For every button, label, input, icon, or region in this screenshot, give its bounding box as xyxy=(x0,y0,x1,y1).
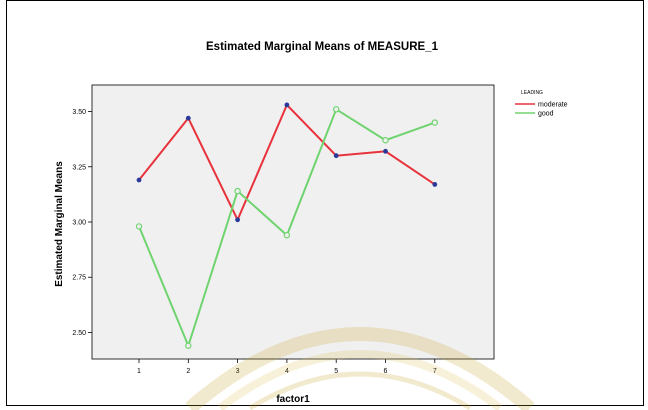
legend-label-good: good xyxy=(538,111,554,118)
x-tick-label: 3 xyxy=(236,368,240,375)
legend: LEADING moderate good xyxy=(515,90,568,118)
data-point-moderate xyxy=(432,182,438,187)
data-point-good xyxy=(234,187,241,195)
legend-title: LEADING xyxy=(521,90,543,96)
y-tick-label: 2.75 xyxy=(72,275,86,282)
data-point-good xyxy=(382,137,389,144)
x-tick-label: 7 xyxy=(433,368,437,375)
x-tick-label: 2 xyxy=(186,368,190,375)
data-point-good xyxy=(185,342,192,349)
data-point-good xyxy=(333,106,340,113)
data-point-good xyxy=(431,119,438,126)
series-layer xyxy=(135,102,438,349)
x-axis-title: factor1 xyxy=(276,394,310,405)
x-tick-label: 4 xyxy=(285,368,289,375)
y-tick-label: 3.00 xyxy=(72,220,86,227)
legend-label-moderate: moderate xyxy=(538,102,568,109)
y-tick-label: 2.50 xyxy=(72,330,86,337)
data-point-moderate xyxy=(185,115,191,121)
x-axis: 1 2 3 4 5 6 7 xyxy=(137,359,437,375)
data-point-moderate xyxy=(136,177,142,183)
x-tick-label: 5 xyxy=(334,368,338,375)
x-tick-label: 1 xyxy=(137,368,141,375)
chart-title: Estimated Marginal Means of MEASURE_1 xyxy=(206,41,439,53)
data-point-moderate xyxy=(284,102,290,108)
y-axis-title: Estimated Marginal Means xyxy=(54,161,65,287)
y-tick-label: 3.50 xyxy=(72,109,86,116)
y-tick-label: 3.25 xyxy=(72,164,86,171)
data-point-moderate xyxy=(235,217,241,223)
x-tick-label: 6 xyxy=(384,368,388,375)
data-point-good xyxy=(135,223,143,230)
data-point-moderate xyxy=(383,148,388,154)
y-axis: 2.50 2.75 3.00 3.25 3.50 xyxy=(72,109,92,337)
data-point-good xyxy=(283,232,291,239)
data-point-moderate xyxy=(333,153,339,159)
